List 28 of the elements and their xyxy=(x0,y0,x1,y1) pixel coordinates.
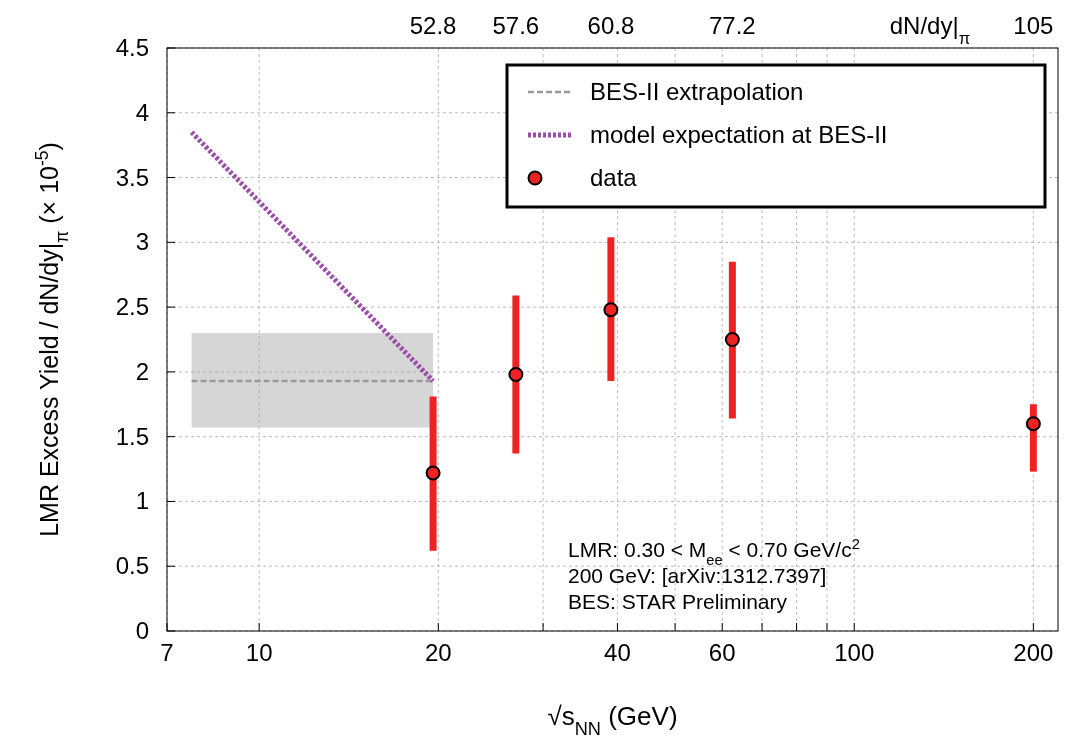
x-tick-label: 60 xyxy=(708,639,736,666)
x-tick-label: 100 xyxy=(834,639,875,666)
y-tick-label: 3 xyxy=(135,228,149,256)
text: 60.8 xyxy=(587,12,635,39)
y-tick-label: 2 xyxy=(135,357,149,385)
y-tick-label: 2.5 xyxy=(115,293,149,321)
legend-label: data xyxy=(590,164,638,191)
y-tick-label: 4.5 xyxy=(115,34,149,61)
annotation: BES: STAR Preliminary xyxy=(568,590,788,613)
x-tick-label: 20 xyxy=(424,639,452,666)
text: 105 xyxy=(1013,12,1054,39)
y-tick-label: 1.5 xyxy=(115,422,149,450)
y-tick-label: 3.5 xyxy=(115,163,149,191)
x-tick-label: 10 xyxy=(245,639,273,666)
text: 77.2 xyxy=(709,12,756,39)
y-tick-label: 1 xyxy=(135,487,149,515)
legend-label: model expectation at BES-II xyxy=(590,121,888,148)
text: 52.8 xyxy=(409,12,457,39)
x-axis-title: √s$_{NN}$ (GeV) xyxy=(547,701,678,739)
y-tick-label: 0 xyxy=(135,617,149,644)
x-tick-label: 7 xyxy=(160,639,174,666)
x-tick-label: 40 xyxy=(604,639,631,666)
x2-axis-title: dN/dy|$_{π}$ xyxy=(889,12,971,48)
text: 57.6 xyxy=(492,12,540,39)
y-tick-label: 4 xyxy=(135,98,149,126)
x-tick-label: 200 xyxy=(1013,639,1054,666)
y-tick-label: 0.5 xyxy=(115,552,149,580)
legend-label: BES-II extrapolation xyxy=(590,78,804,105)
